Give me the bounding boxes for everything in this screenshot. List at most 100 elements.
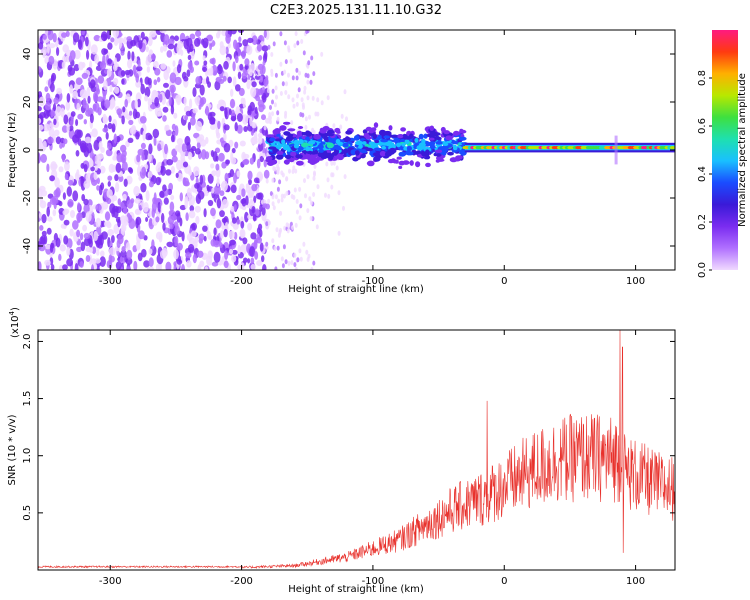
spectrogram-cell (242, 39, 249, 47)
spectrogram-cell (403, 146, 408, 151)
spectrogram-cell (221, 180, 229, 192)
spectrogram-cell (247, 37, 254, 44)
spectrogram-cell (101, 201, 109, 210)
spectrogram-cell (213, 251, 221, 263)
spectrogram-cell (160, 63, 167, 70)
spectrogram-cell (63, 114, 69, 125)
spectrogram-cell (269, 137, 276, 142)
spectrogram-cell (265, 75, 269, 81)
spectrogram-cell (118, 38, 122, 49)
spectrogram-cell (306, 257, 310, 262)
spectrogram-cell (141, 248, 147, 258)
spectrogram-cell (332, 160, 336, 166)
spectrogram-cell (216, 177, 220, 187)
spectrogram-cell (107, 142, 112, 150)
spectrogram-cell (139, 116, 147, 124)
spectrogram-cell (344, 136, 350, 142)
spectrogram-cell (170, 194, 175, 201)
spectrogram-cell (195, 215, 200, 225)
spectrogram-cell (269, 105, 272, 110)
spectrogram-cell (251, 81, 257, 88)
spectrogram-cell (38, 106, 42, 112)
spectrogram-cell (298, 139, 304, 145)
spectrogram-cell (74, 263, 79, 270)
spectrogram-cell (267, 198, 271, 204)
spectrogram-cell (271, 88, 275, 94)
spectrogram-cell (320, 51, 324, 57)
spectrogram-cell (183, 96, 187, 106)
spectrogram-cell (42, 140, 47, 151)
spectrogram-cell (272, 41, 276, 47)
spectrogram-cell (263, 30, 267, 39)
spectrogram-cell (141, 166, 147, 176)
spectrogram-cell (285, 190, 289, 196)
spectrogram-cell (108, 115, 112, 123)
spectrogram-cell (368, 127, 375, 134)
spectrogram-cell (406, 145, 412, 152)
spectrogram-cell (58, 264, 64, 270)
spectrogram-cell (125, 257, 133, 266)
spectrogram-cell (281, 139, 286, 145)
spectrogram-cell (202, 225, 208, 232)
spectrogram-cell (210, 207, 216, 217)
spectrogram-cell (121, 115, 125, 125)
colorbar-tick-label: 0.2 (697, 214, 708, 230)
spectrogram-cell (215, 219, 222, 229)
spectrogram-cell (193, 166, 200, 177)
spectrogram-cell (72, 134, 79, 143)
spectrogram-cell (254, 106, 258, 115)
spectrogram-cell (337, 190, 341, 196)
spectrogram-cell (175, 94, 182, 103)
spectrogram-cell (305, 130, 311, 135)
spectrogram-cell (149, 31, 157, 38)
spectrogram-cell (195, 120, 203, 132)
spectrogram-cell (38, 152, 41, 164)
spectrogram-cell (97, 107, 102, 116)
spectrogram-cell (87, 95, 91, 104)
spectrogram-cell (202, 55, 206, 61)
spectrogram-cell (271, 238, 275, 244)
spectrogram-cell (303, 85, 307, 91)
spectrogram-cell (233, 39, 238, 50)
spectrogram-cell (312, 260, 316, 266)
spectrogram-cell (191, 112, 196, 119)
spectrogram-cell (238, 87, 245, 97)
spectrogram-cell (232, 61, 236, 72)
spectrogram-cell (296, 40, 300, 46)
spectrogram-cell (50, 82, 55, 93)
spectrogram-cell (70, 111, 76, 117)
spectrogram-cell (345, 116, 348, 122)
spectrogram-cell (295, 154, 303, 159)
y-tick-label: -40 (22, 238, 33, 254)
spectrogram-cell (181, 143, 187, 153)
spectrogram-cell (133, 260, 138, 270)
spectrogram-cell (309, 79, 313, 85)
spectrogram-cell (322, 150, 328, 156)
spectrogram-cell (105, 211, 111, 221)
spectrogram-cell (103, 79, 108, 91)
spectrogram-cell (373, 122, 379, 128)
spectrogram-cell (259, 242, 264, 252)
spectrogram-cell (217, 30, 221, 37)
spectrogram-cell (100, 182, 105, 191)
spectrogram-cell (163, 197, 169, 205)
spectrogram-cell (108, 254, 113, 264)
x-tick-label: -200 (230, 576, 253, 587)
spectrogram-cell (46, 43, 50, 54)
spectrogram-cell (288, 168, 291, 174)
spectrogram-cell (85, 109, 93, 117)
spectrogram-cell (279, 61, 283, 67)
spectrogram-cell (216, 198, 222, 209)
spectrogram-cell (140, 142, 146, 150)
spectrogram-cell (81, 194, 86, 202)
spectrogram-cell (63, 235, 69, 245)
spectrogram-cell (219, 242, 223, 249)
spectrogram-cell (294, 222, 298, 228)
spectrogram-cell (64, 173, 69, 181)
spectrogram-cell (295, 75, 299, 81)
spectrogram-cell (237, 30, 244, 34)
spectrogram-cell (262, 104, 266, 110)
spectrogram-cell (235, 55, 239, 64)
spectrogram-cell (199, 98, 205, 107)
spectrogram-cell (147, 134, 153, 140)
